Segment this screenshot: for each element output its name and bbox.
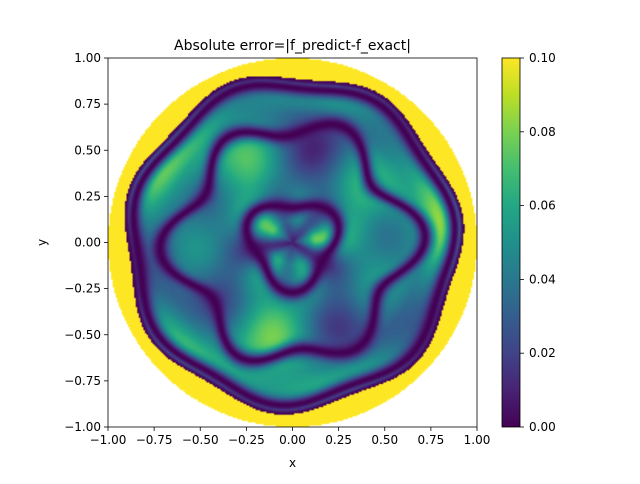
colorbar-tick-label: 0.02: [529, 346, 556, 360]
x-tick-label: −0.50: [182, 433, 219, 447]
colorbar-tick-label: 0.06: [529, 199, 556, 213]
x-tick-label: 0.75: [418, 433, 445, 447]
y-tick-label: −0.75: [64, 374, 101, 388]
y-tick-label: 0.25: [74, 189, 101, 203]
colorbar-tick-label: 0.08: [529, 125, 556, 139]
y-tick-label: −1.00: [64, 420, 101, 434]
x-tick-label: −0.75: [136, 433, 173, 447]
y-tick-label: 1.00: [74, 51, 101, 65]
x-tick-label: 0.00: [279, 433, 306, 447]
x-tick-label: −1.00: [90, 433, 127, 447]
y-tick-label: 0.75: [74, 97, 101, 111]
x-axis: −1.00 −0.75 −0.50 −0.25 0.00 0.25 0.50 0.75 1.00: [90, 427, 491, 447]
y-tick-label: 0.00: [74, 236, 101, 250]
heatmap-image: [108, 58, 477, 427]
colorbar-tick-label: 0.00: [529, 420, 556, 434]
x-tick-label: 1.00: [464, 433, 491, 447]
y-axis-label: y: [35, 239, 49, 246]
y-tick-label: −0.25: [64, 282, 101, 296]
chart-title: Absolute error=|f_predict-f_exact|: [174, 38, 411, 54]
x-tick-label: −0.25: [228, 433, 265, 447]
y-tick-label: 0.50: [74, 143, 101, 157]
x-axis-label: x: [289, 456, 296, 470]
colorbar-axis: 0.00 0.02 0.04 0.06 0.08 0.10: [520, 51, 556, 434]
colorbar: [501, 57, 521, 428]
colorbar-tick-label: 0.10: [529, 51, 556, 65]
colorbar-tick-label: 0.04: [529, 272, 556, 286]
x-tick-label: 0.25: [325, 433, 352, 447]
x-tick-label: 0.50: [371, 433, 398, 447]
y-axis: −1.00 −0.75 −0.50 −0.25 0.00 0.25 0.50 0.75 1.00: [64, 51, 108, 434]
y-tick-label: −0.50: [64, 328, 101, 342]
